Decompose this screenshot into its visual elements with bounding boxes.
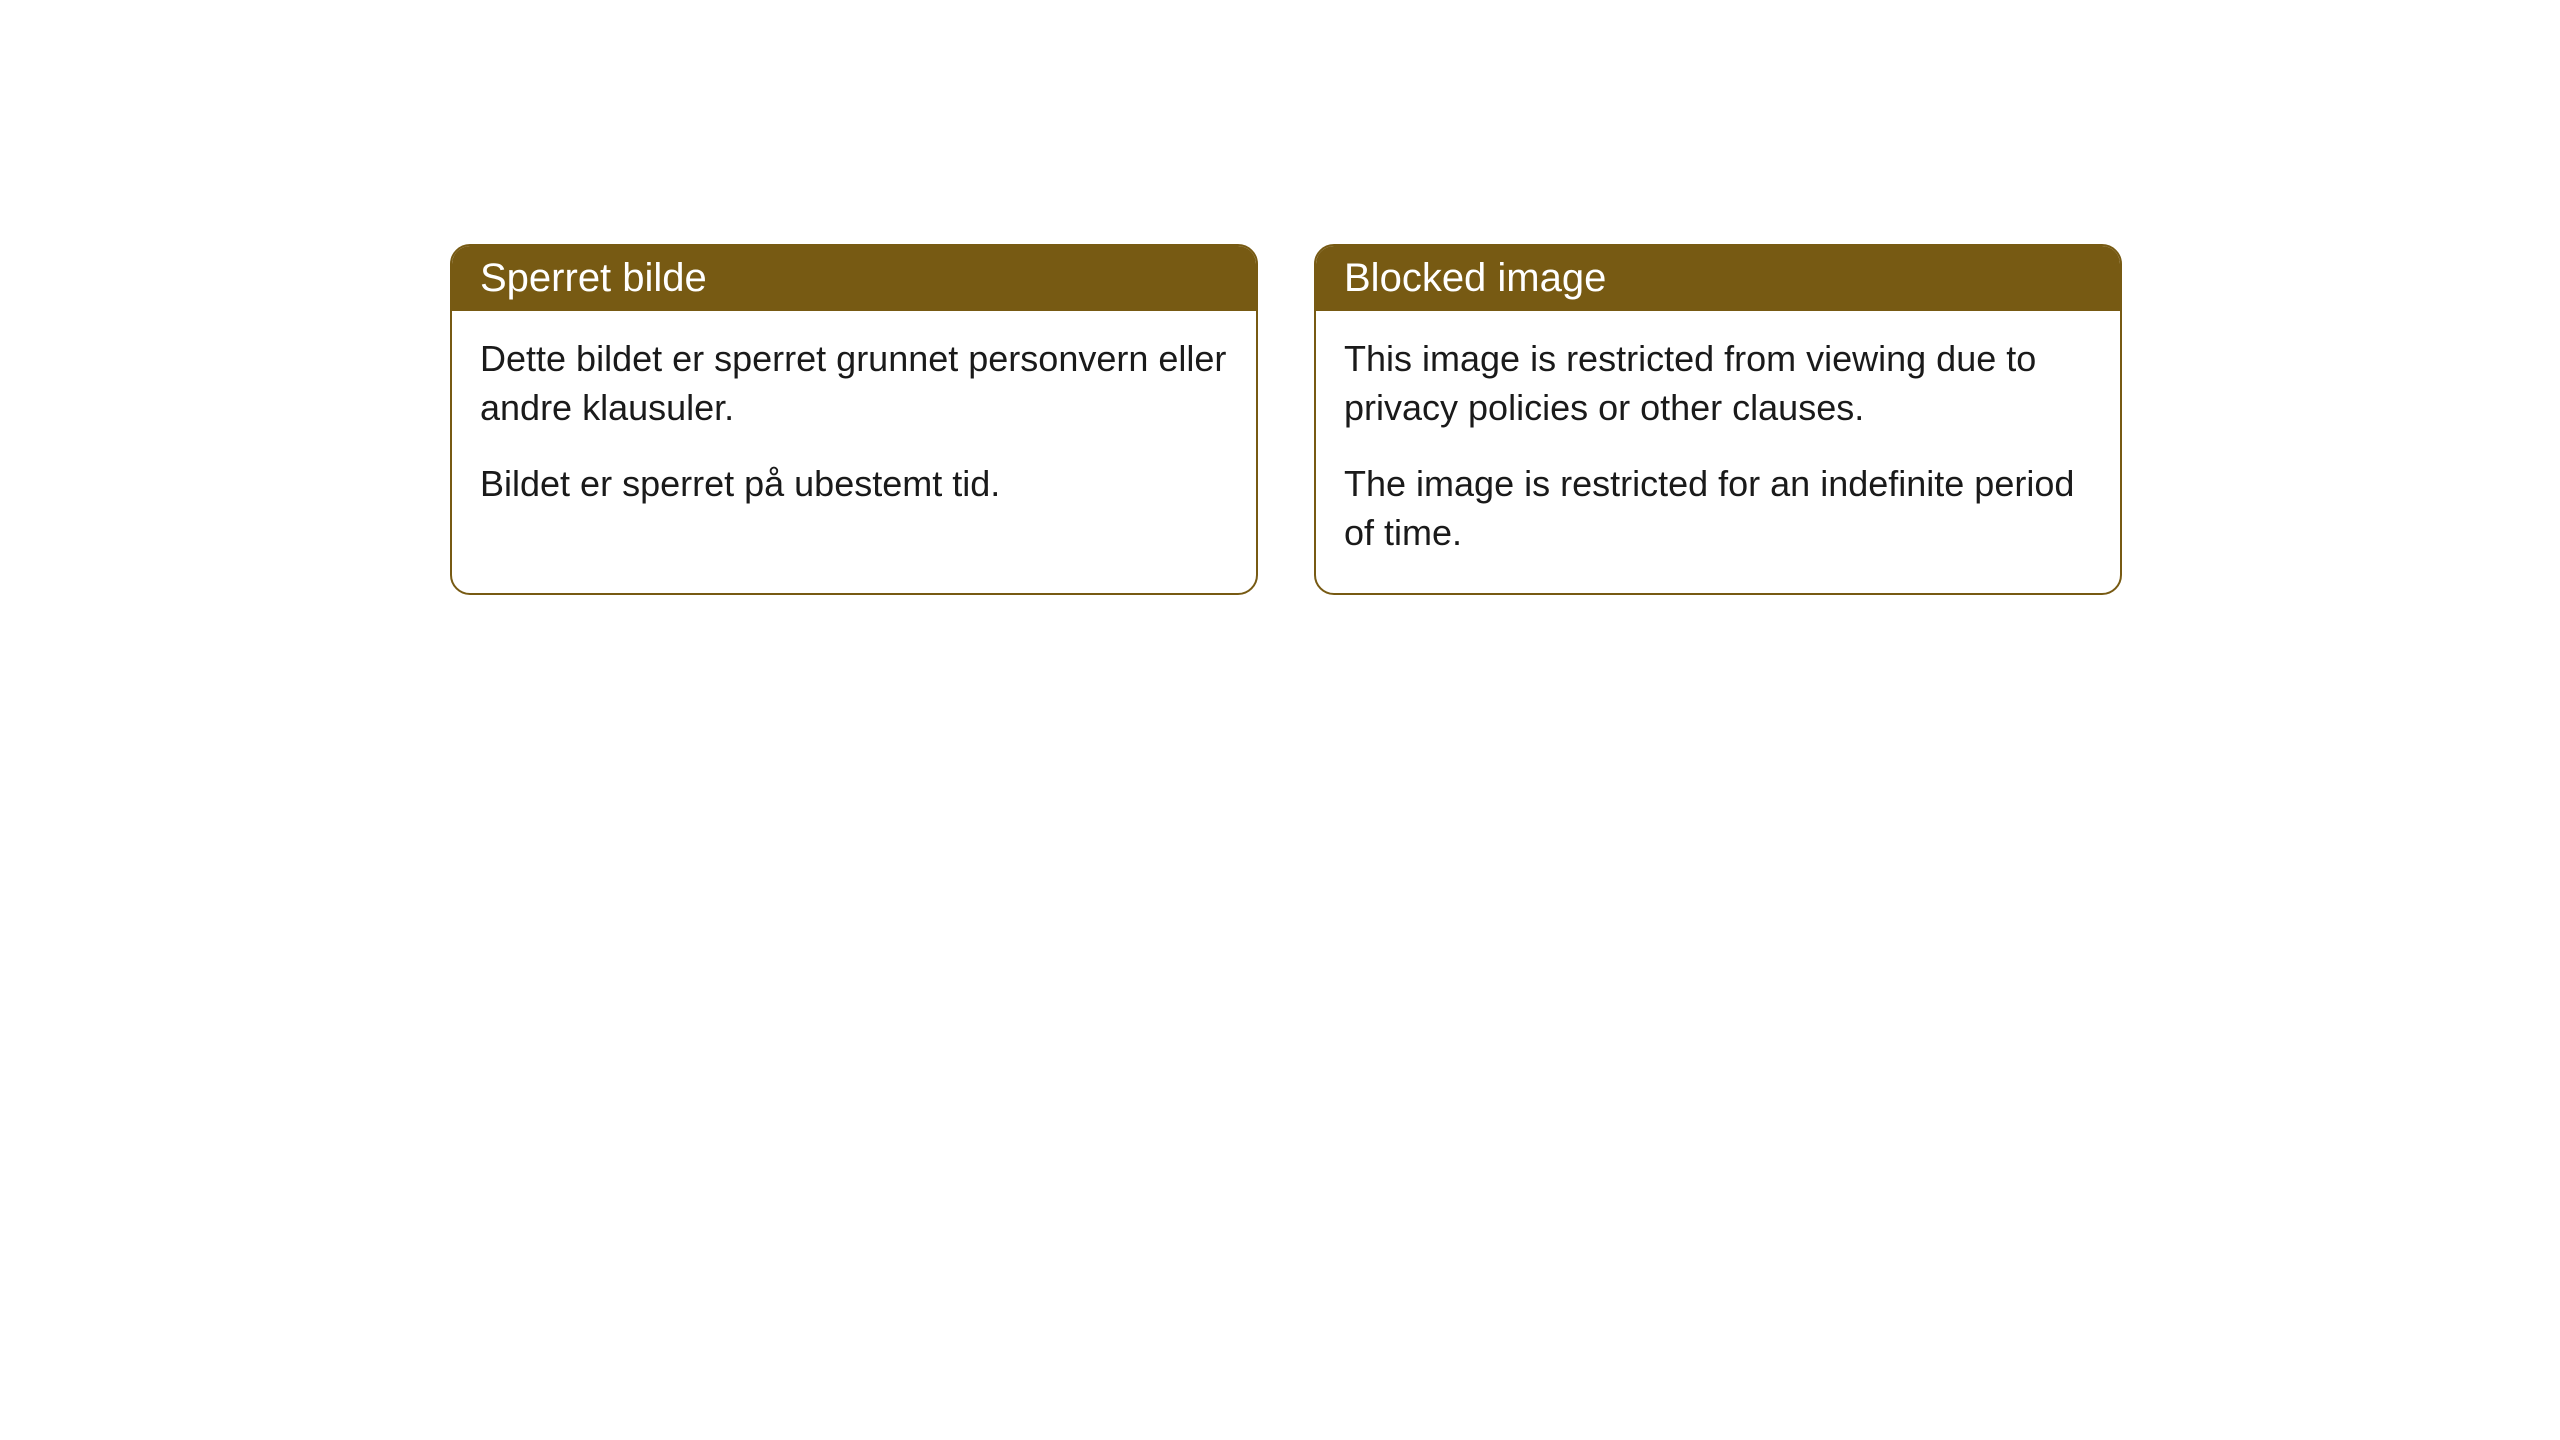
card-header-english: Blocked image xyxy=(1316,246,2120,311)
card-body-norwegian: Dette bildet er sperret grunnet personve… xyxy=(452,311,1256,545)
blocked-image-card-english: Blocked image This image is restricted f… xyxy=(1314,244,2122,595)
card-title-norwegian: Sperret bilde xyxy=(480,256,707,300)
card-paragraph-2-norwegian: Bildet er sperret på ubestemt tid. xyxy=(480,460,1228,509)
card-paragraph-2-english: The image is restricted for an indefinit… xyxy=(1344,460,2092,557)
card-header-norwegian: Sperret bilde xyxy=(452,246,1256,311)
card-body-english: This image is restricted from viewing du… xyxy=(1316,311,2120,593)
blocked-image-card-norwegian: Sperret bilde Dette bildet er sperret gr… xyxy=(450,244,1258,595)
notice-cards-container: Sperret bilde Dette bildet er sperret gr… xyxy=(450,244,2122,595)
card-title-english: Blocked image xyxy=(1344,256,1606,300)
card-paragraph-1-english: This image is restricted from viewing du… xyxy=(1344,335,2092,432)
card-paragraph-1-norwegian: Dette bildet er sperret grunnet personve… xyxy=(480,335,1228,432)
